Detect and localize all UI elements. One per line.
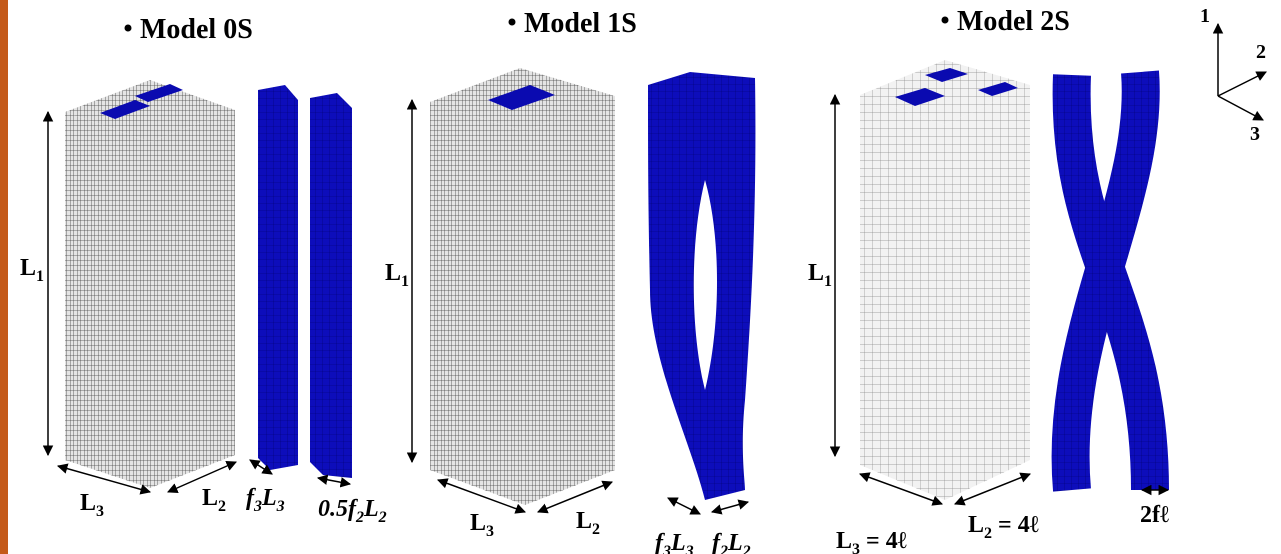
- dimension-arrow: [668, 498, 700, 514]
- label-text: L: [261, 485, 277, 511]
- label-text: L: [836, 528, 852, 554]
- subscript: 3: [96, 503, 104, 520]
- subscript: 3: [486, 523, 494, 540]
- axis-arrow: [1218, 96, 1263, 120]
- dimension-label: L1: [385, 260, 409, 290]
- dimension-label: L3 = 4ℓ: [836, 528, 907, 554]
- subscript: 1: [824, 273, 832, 290]
- axis-label: 2: [1256, 41, 1266, 63]
- subscript: 2: [218, 498, 226, 515]
- subscript: 3: [852, 541, 860, 554]
- models: [48, 17, 1266, 515]
- label-text: L: [727, 530, 743, 554]
- subscript: 2: [355, 509, 364, 526]
- axis-label: 1: [1200, 5, 1210, 27]
- block-face: [945, 85, 1030, 500]
- block-face: [860, 95, 945, 500]
- edge-strip: [0, 0, 8, 554]
- dimension-label: L1: [20, 255, 44, 285]
- dimension-label: L2 = 4ℓ: [968, 512, 1039, 542]
- dimension-arrow: [318, 478, 350, 484]
- block-face: [150, 110, 235, 488]
- label-text: 2fℓ: [1140, 502, 1169, 528]
- subscript: 1: [36, 268, 44, 285]
- subscript: 1: [401, 273, 409, 290]
- axis-arrow: [1218, 72, 1266, 96]
- block-face: [65, 112, 150, 488]
- dimension-label: L3: [470, 510, 494, 540]
- deformed-model: [648, 72, 755, 500]
- subscript: 2: [592, 521, 600, 538]
- dimension-label: L1: [808, 260, 832, 290]
- subscript: 2: [378, 509, 387, 526]
- strip: [258, 85, 298, 470]
- label-text: L: [470, 510, 486, 536]
- label-text: = 4ℓ: [860, 528, 907, 554]
- label-text: L: [670, 530, 686, 554]
- subscript: 3: [276, 498, 285, 515]
- axis-label: 3: [1250, 123, 1260, 145]
- panel-title: Model 2S: [957, 6, 1070, 37]
- label-text: L: [808, 260, 824, 286]
- dimension-label: L3: [80, 490, 104, 520]
- bullet: [125, 25, 132, 32]
- strip: [310, 93, 352, 478]
- bullet: [509, 19, 516, 26]
- subscript: 2: [719, 543, 728, 554]
- label-text: L: [576, 508, 592, 534]
- figure: Model 0SModel 1SModel 2S123L1L3L2f3L30.5…: [0, 0, 1281, 554]
- label-text: L: [363, 496, 379, 522]
- dimension-label: 2fℓ: [1140, 502, 1169, 528]
- panel-title: Model 1S: [524, 8, 637, 39]
- dimension-arrow: [712, 502, 748, 512]
- dimension-label: L2: [202, 485, 226, 515]
- panel-title: Model 0S: [140, 14, 253, 45]
- label-text: L: [20, 255, 36, 281]
- dimension-label: 0.5f2L2: [318, 496, 387, 526]
- label-text: 0.5f: [318, 496, 358, 522]
- block-face: [525, 96, 615, 505]
- block-face: [430, 102, 525, 505]
- label-text: L: [80, 490, 96, 516]
- dimension-label: f2L2: [712, 530, 751, 554]
- subscript: 3: [685, 543, 694, 554]
- label-text: L: [385, 260, 401, 286]
- subscript: 2: [984, 525, 992, 542]
- label-text: L: [202, 485, 218, 511]
- subscript: 2: [742, 543, 751, 554]
- label-text: L: [968, 512, 984, 538]
- subscript: 3: [253, 498, 262, 515]
- label-text: = 4ℓ: [992, 512, 1039, 538]
- dimension-label: f3L3: [246, 485, 285, 515]
- bullet: [942, 17, 949, 24]
- subscript: 3: [662, 543, 671, 554]
- dimension-label: f3L3: [655, 530, 694, 554]
- dimension-label: L2: [576, 508, 600, 538]
